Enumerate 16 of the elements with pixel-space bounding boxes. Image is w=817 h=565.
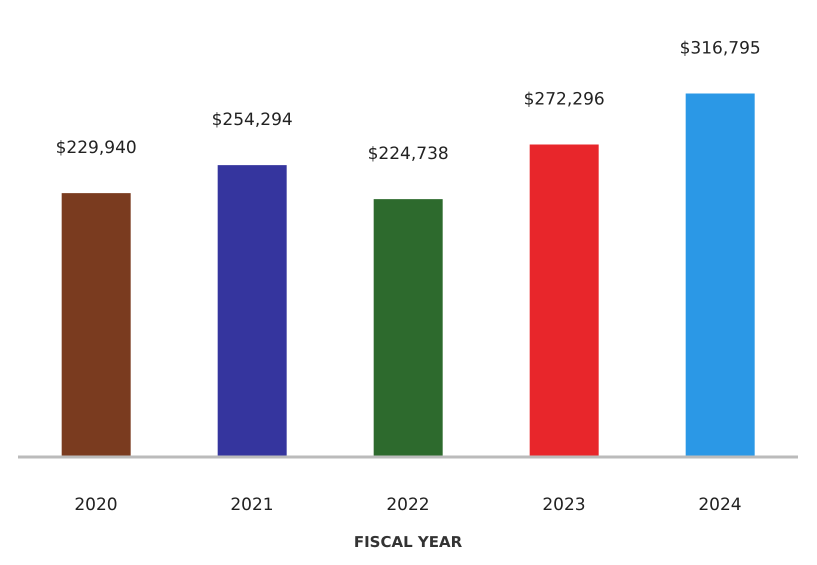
- x-tick-label: 2021: [230, 495, 274, 516]
- bar: [218, 165, 287, 457]
- x-tick-label: 2022: [386, 495, 430, 516]
- x-tick-label: 2023: [542, 495, 586, 516]
- x-tick-label: 2020: [74, 495, 118, 516]
- bar: [530, 144, 599, 457]
- bar: [62, 193, 131, 457]
- data-label: $229,940: [56, 138, 137, 158]
- data-label: $254,294: [212, 110, 293, 130]
- x-tick-label: 2024: [698, 495, 742, 516]
- data-label: $224,738: [368, 144, 449, 164]
- bar: [686, 93, 755, 457]
- x-axis-title: FISCAL YEAR: [354, 533, 463, 551]
- data-label: $316,795: [680, 38, 761, 58]
- data-label: $272,296: [524, 90, 605, 110]
- bar: [374, 199, 443, 457]
